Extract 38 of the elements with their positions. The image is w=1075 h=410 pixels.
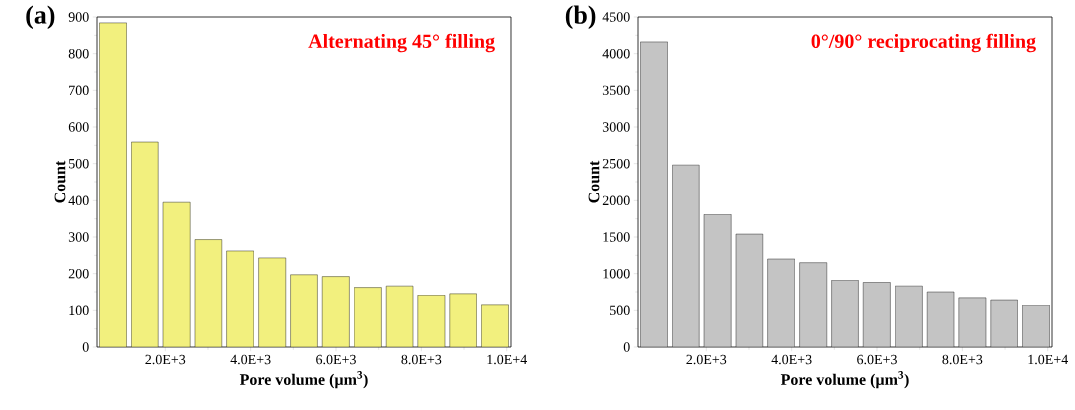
x-tick-label: 8.0E+3 [401, 354, 442, 365]
y-axis-title: Count [588, 160, 600, 203]
y-tick-label: 100 [69, 305, 89, 316]
y-tick-label: 500 [69, 158, 89, 169]
text: (b) [565, 5, 596, 30]
x-tick-label: 6.0E+3 [857, 354, 897, 365]
y-tick-label: 2000 [602, 195, 630, 206]
x-tick-label: 4.0E+3 [771, 354, 812, 365]
y-tick-label: 1500 [603, 232, 630, 242]
y-tick-label: 0 [623, 342, 630, 352]
text: (a) [26, 5, 55, 30]
y-tick-label: 900 [68, 12, 89, 22]
y-tick-label: 600 [68, 122, 89, 132]
y-tick-label: 4500 [602, 12, 630, 22]
y-axis-title: Count [54, 160, 66, 203]
x-tick-label: 2.0E+3 [686, 354, 727, 365]
y-tick-label: 0 [82, 342, 89, 352]
y-tick-label: 2500 [602, 158, 630, 169]
x-tick-label: 2.0E+3 [145, 354, 186, 365]
x-tick-label: 1.0E+4 [1028, 354, 1068, 365]
x-tick-label: 1.0E+4 [487, 354, 527, 365]
y-tick-label: 300 [68, 232, 89, 242]
text: 0°/90° reciprocating filling [811, 33, 1036, 53]
y-tick-label: 700 [69, 85, 89, 96]
y-tick-label: 3500 [602, 85, 630, 96]
x-axis-title: Pore volume (µm$^{3}$) [780, 371, 909, 389]
y-tick-label: 3000 [602, 122, 630, 132]
text: Alternating 45° filling [308, 33, 495, 53]
x-tick-label: 6.0E+3 [316, 354, 356, 365]
x-tick-label: 4.0E+3 [230, 354, 271, 365]
y-tick-label: 500 [610, 305, 630, 316]
y-tick-label: 4000 [602, 48, 630, 59]
y-tick-label: 400 [68, 195, 89, 206]
y-tick-label: 800 [68, 48, 89, 59]
x-tick-label: 8.0E+3 [942, 354, 983, 365]
y-tick-label: 200 [68, 268, 89, 279]
y-tick-label: 1000 [603, 268, 630, 279]
x-axis-title: Pore volume (µm$^{3}$) [239, 371, 368, 389]
